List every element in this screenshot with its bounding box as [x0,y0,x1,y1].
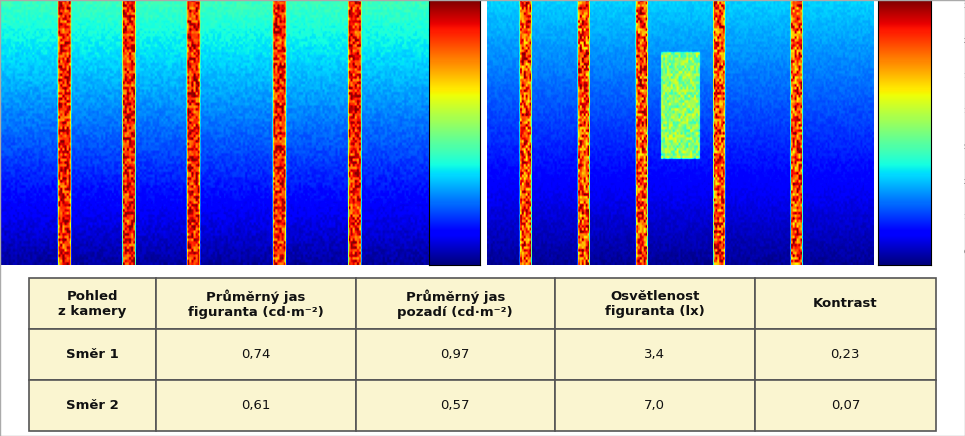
Text: Pohled
z kamery: Pohled z kamery [58,290,126,318]
Text: Kontrast: Kontrast [813,297,877,310]
Bar [156,329,355,380]
Bar [555,279,755,329]
Text: 0,97: 0,97 [441,348,470,361]
Bar [555,329,755,380]
Bar [156,279,355,329]
Text: Průměrný jas
figuranta (cd·m⁻²): Průměrný jas figuranta (cd·m⁻²) [188,289,323,319]
Bar [755,329,936,380]
Bar [755,279,936,329]
Bar [29,279,156,329]
Text: 0,23: 0,23 [831,348,860,361]
Bar [29,329,156,380]
Text: 0,07: 0,07 [831,399,860,412]
Text: 0,61: 0,61 [241,399,270,412]
Text: Průměrný jas
pozadí (cd·m⁻²): Průměrný jas pozadí (cd·m⁻²) [398,289,513,319]
Bar [156,380,355,431]
Bar [355,380,555,431]
Text: 0,57: 0,57 [441,399,470,412]
Text: Osvětlenost
figuranta (lx): Osvětlenost figuranta (lx) [605,290,704,318]
Bar [755,380,936,431]
Text: Směr 2: Směr 2 [66,399,119,412]
Text: 3,4: 3,4 [645,348,665,361]
Bar [555,380,755,431]
Text: 0,74: 0,74 [241,348,270,361]
Text: 7,0: 7,0 [645,399,665,412]
Text: Směr 1: Směr 1 [66,348,119,361]
Bar [355,279,555,329]
Bar [29,380,156,431]
Bar [355,329,555,380]
